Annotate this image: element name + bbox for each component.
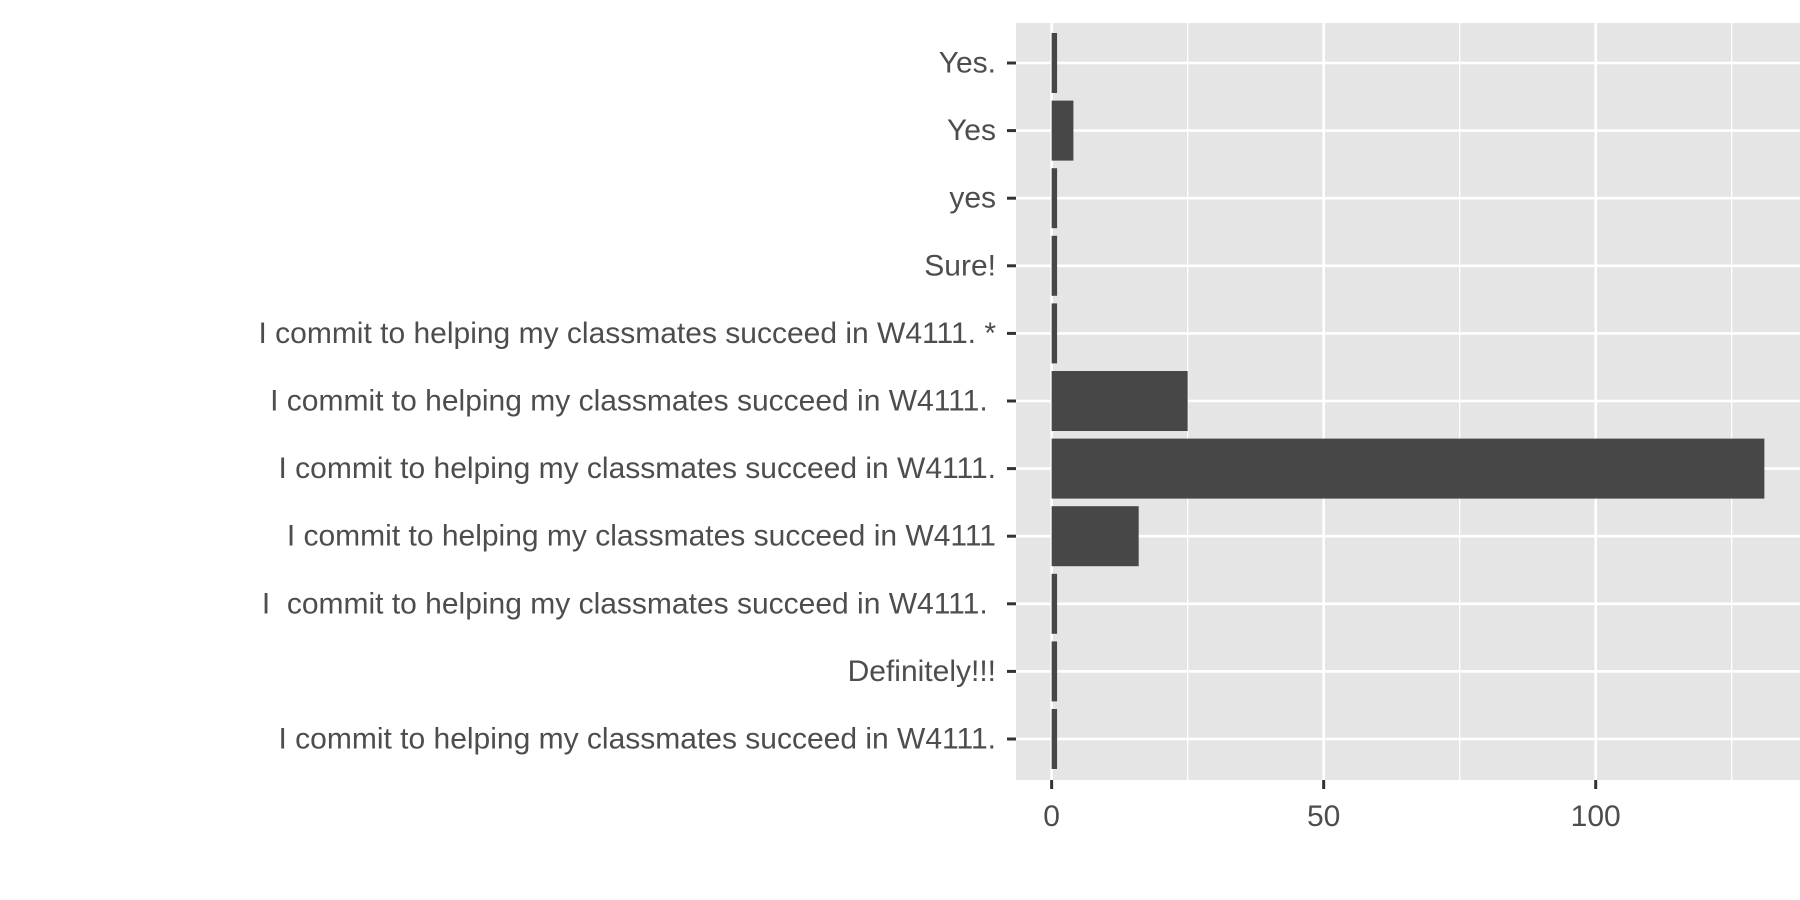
- y-tick-label: I commit to helping my classmates succee…: [278, 452, 996, 485]
- y-axis: Yes. Yes yes Sure! I commit to helping my cl…: [258, 47, 1016, 756]
- bar: [1051, 709, 1058, 769]
- x-tick-label: 50: [1307, 800, 1340, 833]
- bars: [1051, 33, 1765, 769]
- y-tick-label: Yes.: [939, 47, 996, 80]
- x-tick-label: 100: [1571, 800, 1621, 833]
- bar: [1051, 371, 1188, 431]
- bar: [1051, 303, 1058, 364]
- y-tick-label: I commit to helping my classmates succee…: [262, 587, 996, 620]
- y-tick-label: Definitely!!!: [848, 655, 996, 688]
- y-tick-label: I commit to helping my classmates succee…: [270, 385, 996, 418]
- y-tick-label: I commit to helping my classmates succee…: [278, 723, 996, 756]
- bar: [1051, 33, 1058, 93]
- x-tick-label: 0: [1043, 800, 1060, 833]
- y-tick-label: yes: [949, 182, 996, 215]
- y-tick-label: Yes: [947, 114, 996, 147]
- bar: [1051, 235, 1058, 296]
- grid-lines: [1016, 23, 1800, 780]
- y-tick-label: I commit to helping my classmates succee…: [287, 520, 996, 553]
- bar: [1051, 506, 1139, 567]
- y-tick-label: Sure!: [924, 249, 996, 282]
- x-axis: 0 50 100: [1043, 780, 1621, 833]
- y-tick-label: I commit to helping my classmates succee…: [258, 317, 996, 350]
- bar: [1051, 438, 1765, 499]
- bar: [1051, 641, 1058, 702]
- bar: [1051, 573, 1058, 634]
- bar: [1051, 168, 1058, 229]
- bar: [1051, 100, 1074, 161]
